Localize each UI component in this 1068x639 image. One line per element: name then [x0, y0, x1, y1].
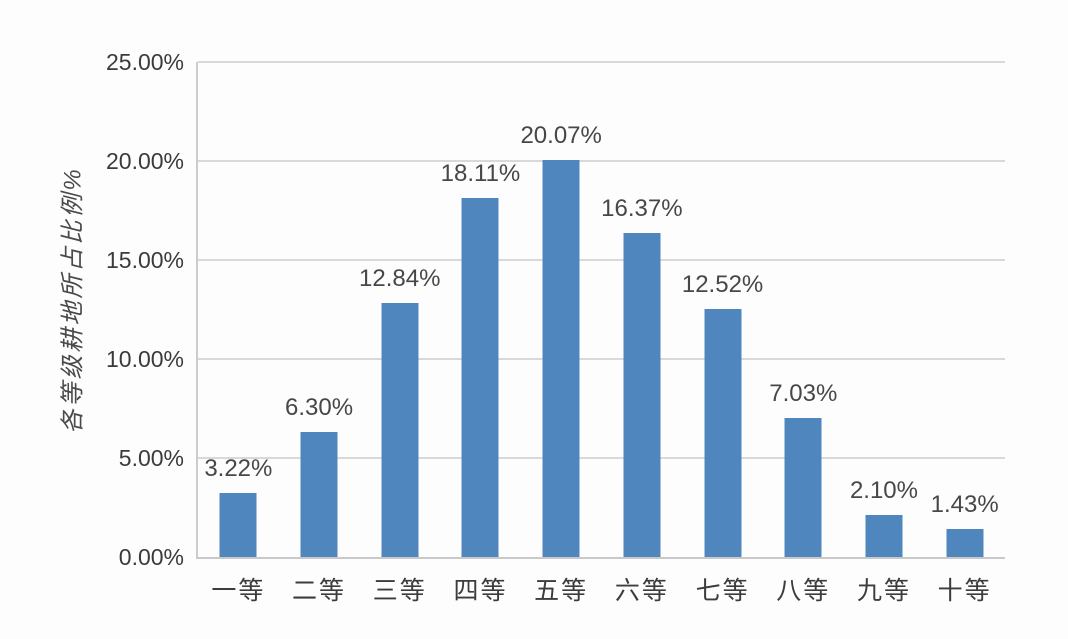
bar: [946, 528, 984, 557]
bar-column: 6.30% 二等: [279, 62, 360, 605]
x-axis-tick-label: 二等: [292, 577, 347, 605]
bar-value-label: 6.30%: [285, 394, 354, 422]
bar: [704, 309, 742, 557]
gridline: [198, 160, 1005, 162]
bar-value-label: 20.07%: [520, 121, 602, 149]
bar-value-label: 1.43%: [930, 490, 999, 518]
x-axis-tick-label: 一等: [211, 577, 266, 605]
bar-column: 12.52% 七等: [682, 62, 763, 605]
y-axis-tick-label: 0.00%: [118, 544, 184, 570]
gridline: [198, 457, 1005, 459]
x-axis-tick-label: 八等: [776, 577, 831, 605]
bar-value-label: 16.37%: [601, 194, 683, 222]
y-axis-tick-label: 10.00%: [105, 346, 184, 372]
bar-column: 18.11% 四等: [440, 62, 521, 605]
bar-value-label: 2.10%: [849, 477, 918, 505]
bar-value-label: 3.22%: [204, 455, 273, 483]
x-axis-tick-label: 四等: [453, 577, 508, 605]
x-axis-tick-label: 三等: [372, 577, 427, 605]
bar: [623, 232, 661, 557]
bar-column: 2.10% 九等: [844, 62, 925, 605]
x-axis-tick-label: 六等: [614, 577, 669, 605]
y-axis-tick-label: 25.00%: [105, 49, 184, 75]
x-axis-tick-label: 五等: [534, 577, 589, 605]
bar-column: 20.07% 五等: [520, 62, 601, 605]
bar: [300, 432, 338, 557]
bar: [542, 159, 580, 557]
bar-column: 1.43% 十等: [924, 62, 1005, 605]
plot-area: 0.00% 5.00% 10.00% 15.00% 20.00% 25.00% 3.22%…: [106, 50, 1005, 605]
gridline: [198, 358, 1005, 360]
bar-value-label: 18.11%: [440, 160, 521, 188]
bar: [461, 198, 499, 557]
gridline: [198, 259, 1005, 261]
x-axis-tick-label: 九等: [856, 577, 911, 605]
bar-column: 3.22% 一等: [198, 62, 279, 605]
y-axis-title: 各等级耕地所占比例%: [59, 166, 87, 434]
bar: [381, 302, 419, 557]
bar: [784, 417, 822, 557]
bar-value-label: 7.03%: [769, 379, 838, 407]
y-axis-tick-label: 5.00%: [118, 445, 184, 471]
x-axis-tick-label: 十等: [937, 577, 992, 605]
y-axis-tick-label: 15.00%: [105, 247, 184, 273]
bar-column: 12.84% 三等: [359, 62, 440, 605]
bar-value-label: 12.52%: [681, 271, 764, 299]
x-axis-tick-label: 七等: [695, 577, 750, 605]
bar: [219, 493, 257, 557]
bar-column: 16.37% 六等: [601, 62, 682, 605]
bars-layer: 3.22% 一等 6.30% 二等 12.84% 三等 18.11% 四等 20.07% 五等 16…: [198, 62, 1005, 605]
bar-column: 7.03% 八等: [763, 62, 844, 605]
gridline: [198, 61, 1005, 63]
y-axis-tick-label: 20.00%: [105, 148, 184, 174]
bar-value-label: 12.84%: [359, 264, 441, 292]
bar: [865, 515, 903, 557]
